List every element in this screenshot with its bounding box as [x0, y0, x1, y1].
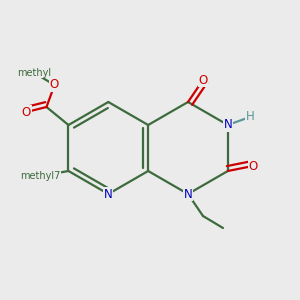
Text: H: H: [245, 110, 254, 124]
Text: N: N: [184, 188, 192, 200]
Text: O: O: [50, 79, 59, 92]
Text: N: N: [224, 118, 232, 131]
Text: methyl: methyl: [17, 68, 52, 78]
Text: O: O: [248, 160, 257, 172]
Text: O: O: [22, 106, 31, 118]
Text: N: N: [104, 188, 113, 200]
Text: O: O: [198, 74, 208, 86]
Text: methyl7: methyl7: [20, 171, 61, 181]
